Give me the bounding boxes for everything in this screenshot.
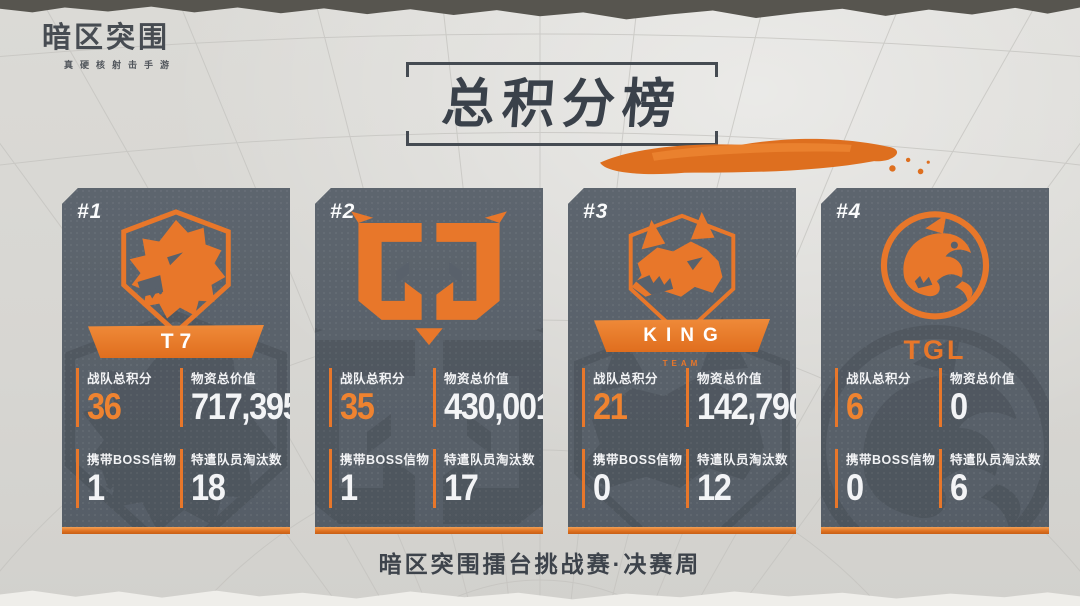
- stat-label: 特遣队员淘汰数: [191, 452, 283, 467]
- stat-boss-tokens: 携带BOSS信物 0: [582, 448, 683, 508]
- stat-label: 携带BOSS信物: [340, 452, 430, 467]
- stat-value: 17: [444, 466, 479, 508]
- rank-label: #1: [77, 200, 103, 223]
- stat-label: 战队总积分: [846, 372, 912, 386]
- stat-value: 1: [87, 466, 105, 508]
- stat-score: 战队总积分 35: [329, 368, 425, 427]
- stat-label: 携带BOSS信物: [846, 452, 936, 467]
- team-card-rank1: #1 T7 战队总积分 36 物资总价值 717,395 携带BOSS信物: [62, 188, 290, 534]
- stats-grid: 战队总积分 6 物资总价值 0 携带BOSS信物 0 特遣队员淘汰数 6: [835, 368, 1041, 508]
- stat-score: 战队总积分 6: [835, 368, 931, 427]
- team-card-rank4: #4 TGL 战队总积分 6 物资总价值 0 携带BOSS信物 0: [821, 188, 1049, 534]
- brush-stroke-graphic: [600, 138, 930, 175]
- stat-label: 物资总价值: [444, 372, 510, 386]
- stat-value: 142,790: [697, 386, 796, 427]
- stat-label: 战队总积分: [87, 372, 153, 386]
- stat-label: 物资总价值: [697, 372, 763, 386]
- stats-grid: 战队总积分 36 物资总价值 717,395 携带BOSS信物 1 特遣队员淘汰…: [76, 368, 290, 508]
- stat-value: 18: [191, 466, 226, 508]
- cd-shield-icon: [350, 204, 508, 362]
- stat-label: 携带BOSS信物: [87, 452, 177, 467]
- stat-label: 特遣队员淘汰数: [697, 452, 789, 467]
- stat-value: 12: [697, 466, 732, 508]
- stat-label: 战队总积分: [340, 372, 406, 386]
- stat-value: 0: [950, 386, 968, 427]
- brand-tagline: 真硬核射击手游: [64, 60, 177, 70]
- team-logo-area: TGL: [821, 202, 1049, 372]
- team-name: T7: [160, 329, 198, 353]
- stat-supplies: 物资总价值 430,001: [433, 368, 543, 427]
- rank-label: #3: [583, 200, 609, 223]
- stat-eliminations: 特遣队员淘汰数 6: [939, 448, 1042, 508]
- team-card-rank2: #2 战队总积分 35 物资总价值 430,001 携带BOSS信物 1: [315, 188, 543, 534]
- team-name: KING: [643, 324, 727, 346]
- team-sub-label: TEAM: [662, 359, 702, 368]
- stat-value: 35: [340, 386, 375, 427]
- shark-circle-icon: [869, 202, 1001, 334]
- stat-boss-tokens: 携带BOSS信物 1: [76, 448, 177, 508]
- stat-eliminations: 特遣队员淘汰数 17: [433, 448, 543, 508]
- stat-label: 战队总积分: [593, 372, 659, 386]
- brand-logo-text: 暗区突围: [42, 22, 171, 54]
- card-accent-bar: [62, 527, 290, 534]
- stat-value: 6: [950, 466, 968, 508]
- stat-value: 430,001: [444, 386, 543, 427]
- stat-supplies: 物资总价值 0: [939, 368, 1041, 427]
- event-caption: 暗区突围擂台挑战赛·决赛周: [378, 551, 702, 577]
- rank-label: #2: [330, 200, 356, 223]
- brand-logo: 暗区突围 真硬核射击手游: [42, 24, 176, 71]
- card-accent-bar: [315, 527, 543, 534]
- stat-supplies: 物资总价值 717,395: [180, 368, 290, 427]
- team-cards-row: #1 T7 战队总积分 36 物资总价值 717,395 携带BOSS信物: [62, 188, 1049, 534]
- stat-value: 36: [87, 386, 122, 427]
- stat-score: 战队总积分 21: [582, 368, 678, 427]
- stat-value: 0: [593, 466, 611, 508]
- stat-label: 物资总价值: [191, 372, 257, 386]
- team-logo-area: [315, 202, 543, 372]
- stat-eliminations: 特遣队员淘汰数 18: [180, 448, 290, 508]
- stat-label: 携带BOSS信物: [593, 452, 683, 467]
- team-name: TGL: [903, 335, 967, 365]
- stat-value: 717,395: [191, 386, 290, 427]
- title-frame: 总积分榜: [406, 62, 718, 146]
- team-name-banner: T7: [88, 325, 264, 358]
- rank-label: #4: [836, 200, 862, 223]
- stat-value: 21: [593, 386, 628, 427]
- stat-supplies: 物资总价值 142,790: [686, 368, 796, 427]
- stats-grid: 战队总积分 35 物资总价值 430,001 携带BOSS信物 1 特遣队员淘汰…: [329, 368, 543, 508]
- team-card-rank3: #3 KING TEAM 战队总积分 21 物资总价值 142,790 携带B: [568, 188, 796, 534]
- page-title: 总积分榜: [439, 74, 685, 134]
- stat-score: 战队总积分 36: [76, 368, 172, 427]
- stat-value: 6: [846, 386, 864, 427]
- stats-grid: 战队总积分 21 物资总价值 142,790 携带BOSS信物 0 特遣队员淘汰…: [582, 368, 796, 508]
- stat-label: 物资总价值: [950, 372, 1016, 386]
- card-accent-bar: [821, 527, 1049, 534]
- stat-value: 1: [340, 466, 358, 508]
- team-logo-area: KING TEAM: [568, 202, 796, 372]
- team-name-banner: KING: [594, 319, 770, 352]
- stat-value: 0: [846, 466, 864, 508]
- stat-eliminations: 特遣队员淘汰数 12: [686, 448, 796, 508]
- stat-boss-tokens: 携带BOSS信物 1: [329, 448, 430, 508]
- stat-label: 特遣队员淘汰数: [444, 452, 536, 467]
- team-logo-area: T7: [62, 202, 290, 372]
- card-accent-bar: [568, 527, 796, 534]
- stat-boss-tokens: 携带BOSS信物 0: [835, 448, 936, 508]
- stat-label: 特遣队员淘汰数: [950, 452, 1042, 467]
